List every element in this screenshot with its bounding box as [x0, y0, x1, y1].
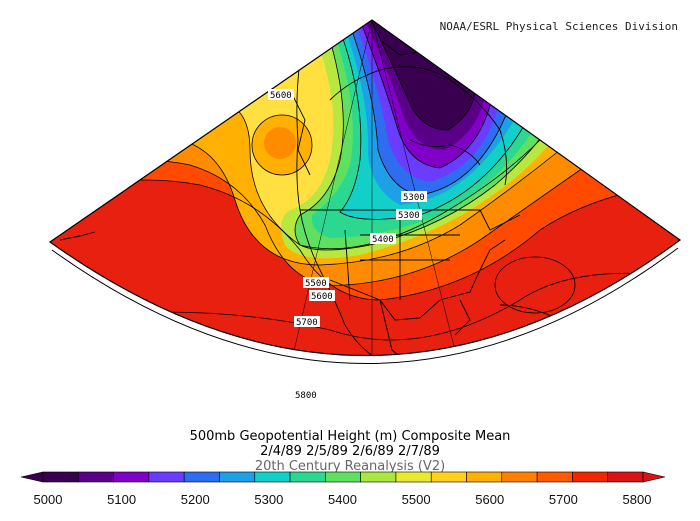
colorbar-tick-label: 5200 — [181, 492, 210, 507]
colorbar-cell — [77, 471, 114, 483]
contour-label-5600-north: 5600 — [268, 89, 294, 101]
colorbar-cell — [325, 471, 361, 483]
colorbar-tick-label: 5000 — [34, 492, 63, 507]
contour-label-5800: 5800 — [293, 389, 319, 401]
colorbar-arrow-low — [20, 471, 44, 483]
svg-text:5700: 5700 — [296, 318, 318, 328]
contour-label-5500: 5500 — [303, 277, 329, 289]
svg-text:5600: 5600 — [311, 292, 333, 302]
contour-label-5400: 5400 — [370, 233, 396, 245]
colorbar-cell — [501, 471, 538, 483]
colorbar-cell — [395, 471, 432, 483]
svg-text:5300: 5300 — [403, 193, 425, 203]
colorbar-tick-label: 5100 — [107, 492, 136, 507]
svg-text:5800: 5800 — [295, 391, 317, 401]
field-5100 — [372, 20, 475, 130]
colorbar-cell — [113, 471, 150, 483]
contour-label-5300-b: 5300 — [396, 209, 422, 221]
contour-label-5600-south: 5600 — [309, 290, 335, 302]
map-panel: 5600 5300 5300 5400 5500 5600 5700 5800 — [48, 19, 682, 401]
colorbar-cell — [183, 471, 220, 483]
contour-label-5300-a: 5300 — [401, 191, 427, 203]
map-frame-inner — [51, 247, 679, 364]
colorbar-ticks: 5000 5100 5200 5300 5400 5500 5600 5700 5800 — [34, 492, 652, 507]
colorbar-cell — [536, 471, 573, 483]
contour-label-5700: 5700 — [294, 316, 320, 328]
geopotential-map: 5600 5300 5300 5400 5500 5600 5700 5800 — [48, 19, 682, 401]
ridge-high-core — [264, 127, 296, 159]
colorbar: 5000 5100 5200 5300 5400 5500 5600 5700 5800 — [0, 468, 700, 517]
colorbar-cell — [466, 471, 503, 483]
colorbar-tick-label: 5700 — [549, 492, 578, 507]
map-title: 500mb Geopotential Height (m) Composite … — [189, 429, 511, 444]
colorbar-cell — [607, 471, 644, 483]
map-dates: 2/4/89 2/5/89 2/6/89 2/7/89 — [260, 444, 440, 459]
contour-label-group: 5600 5300 5300 5400 5500 5600 5700 5800 — [268, 89, 427, 401]
colorbar-svg: 5000 5100 5200 5300 5400 5500 5600 5700 5800 — [20, 471, 666, 507]
colorbar-cell — [572, 471, 609, 483]
colorbar-cell — [289, 471, 326, 483]
svg-text:5500: 5500 — [305, 279, 327, 289]
svg-text:5300: 5300 — [398, 211, 420, 221]
map-frame — [48, 19, 682, 357]
colorbar-cell — [219, 471, 256, 483]
colorbar-tick-label: 5600 — [475, 492, 504, 507]
colorbar-arrow-high — [642, 471, 666, 483]
colorbar-cell — [42, 471, 79, 483]
colorbar-tick-label: 5300 — [254, 492, 283, 507]
colorbar-tick-label: 5400 — [328, 492, 357, 507]
colorbar-cell — [360, 471, 397, 483]
colorbar-cell — [148, 471, 185, 483]
colorbar-cell — [430, 471, 467, 483]
credit-text: NOAA/ESRL Physical Sciences Division — [439, 20, 678, 33]
colorbar-tick-label: 5500 — [402, 492, 431, 507]
svg-text:5600: 5600 — [270, 91, 292, 101]
colorbar-tick-label: 5800 — [623, 492, 652, 507]
map-source: 20th Century Reanalysis (V2) — [254, 459, 446, 474]
filled-contours — [50, 20, 680, 356]
svg-text:5400: 5400 — [372, 235, 394, 245]
colorbar-cells — [20, 471, 666, 483]
colorbar-cell — [254, 471, 291, 483]
